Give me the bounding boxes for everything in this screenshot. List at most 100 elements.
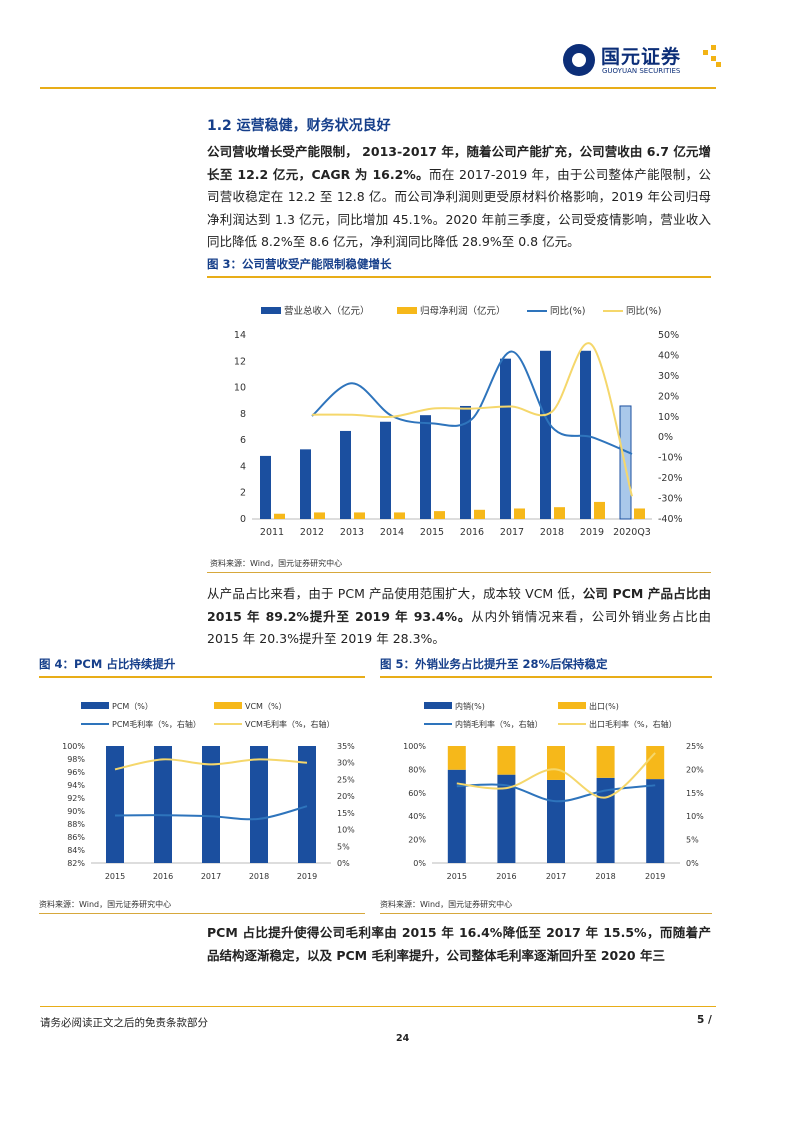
left-tick-label: 14	[234, 330, 246, 341]
bar	[514, 508, 525, 519]
legend-swatch	[424, 702, 452, 709]
figure-4-title: 图 4：PCM 占比持续提升	[39, 657, 176, 671]
left-tick-label: 20%	[408, 836, 426, 845]
left-tick-label: 100%	[403, 742, 426, 751]
right-tick-label: 0%	[658, 432, 673, 443]
right-tick-label: 25%	[337, 775, 355, 784]
series-line	[311, 342, 633, 497]
left-tick-label: 12	[234, 356, 246, 367]
stacked-bar-segment	[250, 746, 268, 863]
stacked-bar-segment	[547, 746, 565, 780]
right-tick-label: 30%	[658, 371, 679, 382]
legend-label: 同比(%)	[550, 305, 585, 317]
right-tick-label: 15%	[337, 809, 355, 818]
x-tick-label: 2014	[380, 527, 404, 538]
bar	[394, 512, 405, 519]
right-tick-label: -40%	[658, 514, 683, 525]
bar	[380, 421, 391, 519]
left-tick-label: 92%	[67, 794, 85, 803]
left-tick-label: 84%	[67, 846, 85, 855]
bar	[314, 512, 325, 519]
x-tick-label: 2017	[500, 527, 524, 538]
left-tick-label: 8	[240, 409, 246, 420]
stacked-bar-segment	[547, 779, 565, 863]
x-tick-label: 2013	[340, 527, 364, 538]
series-line	[456, 752, 656, 799]
footer-divider	[40, 1006, 716, 1007]
x-tick-label: 2017	[201, 872, 221, 881]
right-tick-label: -30%	[658, 494, 683, 505]
logo-square-icon	[711, 56, 716, 61]
x-tick-label: 2020Q3	[613, 527, 651, 538]
right-tick-label: 10%	[686, 812, 704, 821]
bar	[354, 512, 365, 519]
series-line	[311, 350, 633, 455]
x-tick-label: 2017	[546, 872, 566, 881]
legend-swatch	[214, 702, 242, 709]
bar	[554, 507, 565, 519]
legend-label: PCM（%）	[112, 702, 153, 711]
x-tick-label: 2015	[420, 527, 444, 538]
logo-emblem-icon	[563, 44, 595, 76]
logo-square-icon	[716, 62, 721, 67]
stacked-bar-segment	[447, 769, 466, 863]
stacked-bar-segment	[646, 746, 665, 780]
disclaimer-note: 请务必阅读正文之后的免责条款部分	[40, 1017, 208, 1029]
export-share-chart: 内销(%) 出口(%) 内销毛利率（%，右轴） 出口毛利率（%，右轴） 0% 20% 40%…	[403, 701, 704, 881]
stacked-bar-segment	[202, 746, 220, 863]
legend-swatch	[397, 307, 417, 314]
bar	[474, 509, 485, 519]
legend-swatch	[261, 307, 281, 314]
left-tick-label: 6	[240, 435, 246, 446]
right-tick-label: 0%	[686, 859, 699, 868]
x-tick-label: 2016	[496, 872, 516, 881]
right-tick-label: 15%	[686, 789, 704, 798]
figure-4-source-divider	[39, 913, 365, 914]
bar	[460, 405, 471, 519]
paragraph-text: 而在 2017-2019 年，由于公司整体产能限制，公司营收稳定在 12.2 至…	[207, 166, 711, 250]
right-tick-label: -10%	[658, 453, 683, 464]
figure-5-source-divider	[380, 913, 712, 914]
left-tick-label: 86%	[67, 833, 85, 842]
legend-label: 同比(%)	[626, 305, 661, 317]
legend-label: 出口毛利率（%，右轴）	[589, 719, 677, 729]
x-tick-label: 2019	[297, 872, 317, 881]
stacked-bar-segment	[106, 746, 124, 863]
figure-3-source-divider	[207, 572, 711, 573]
bar	[434, 511, 445, 519]
bar	[580, 350, 591, 519]
figure-5-source: 资料来源：Wind，国元证券研究中心	[380, 900, 513, 909]
stacked-bar-segment	[596, 746, 615, 778]
page-number: 5 /	[697, 1014, 712, 1026]
legend-label: 归母净利润（亿元）	[420, 305, 506, 317]
figure-5-title: 图 5：外销业务占比提升至 28%后保持稳定	[380, 657, 608, 671]
left-tick-label: 0	[240, 514, 246, 525]
stacked-bar-segment	[596, 777, 615, 863]
logo-square-icon	[703, 50, 708, 55]
figure-3-source: 资料来源：Wind，国元证券研究中心	[210, 559, 343, 568]
left-tick-label: 4	[240, 461, 246, 472]
legend-label: VCM（%）	[245, 702, 287, 711]
left-tick-label: 82%	[67, 859, 85, 868]
legend-swatch	[558, 702, 586, 709]
right-tick-label: 20%	[337, 792, 355, 801]
pcm-share-chart: PCM（%） VCM（%） PCM毛利率（%，右轴） VCM毛利率（%，右轴） 82% 8…	[62, 702, 355, 881]
left-tick-label: 96%	[67, 768, 85, 777]
left-tick-label: 88%	[67, 820, 85, 829]
x-tick-label: 2016	[153, 872, 173, 881]
right-tick-label: 5%	[686, 836, 699, 845]
legend-label: 出口(%)	[589, 701, 619, 711]
left-tick-label: 40%	[408, 812, 426, 821]
logo-square-icon	[711, 45, 716, 50]
left-tick-label: 10	[234, 383, 246, 394]
paragraph-bold-lead: 公司营收增长受产能限制， 2013-2017 年，随着公司产能扩充，公司营收由 …	[207, 144, 711, 182]
logo-english-name: GUOYUAN SECURITIES	[602, 67, 681, 75]
x-tick-label: 2018	[540, 527, 564, 538]
logo-chinese-name: 国元证券	[601, 46, 682, 68]
series-line	[114, 805, 308, 821]
right-tick-label: 35%	[337, 742, 355, 751]
left-tick-label: 60%	[408, 789, 426, 798]
figure-5-divider	[380, 676, 712, 678]
stacked-bar-segment	[447, 746, 466, 770]
left-tick-label: 100%	[62, 742, 85, 751]
